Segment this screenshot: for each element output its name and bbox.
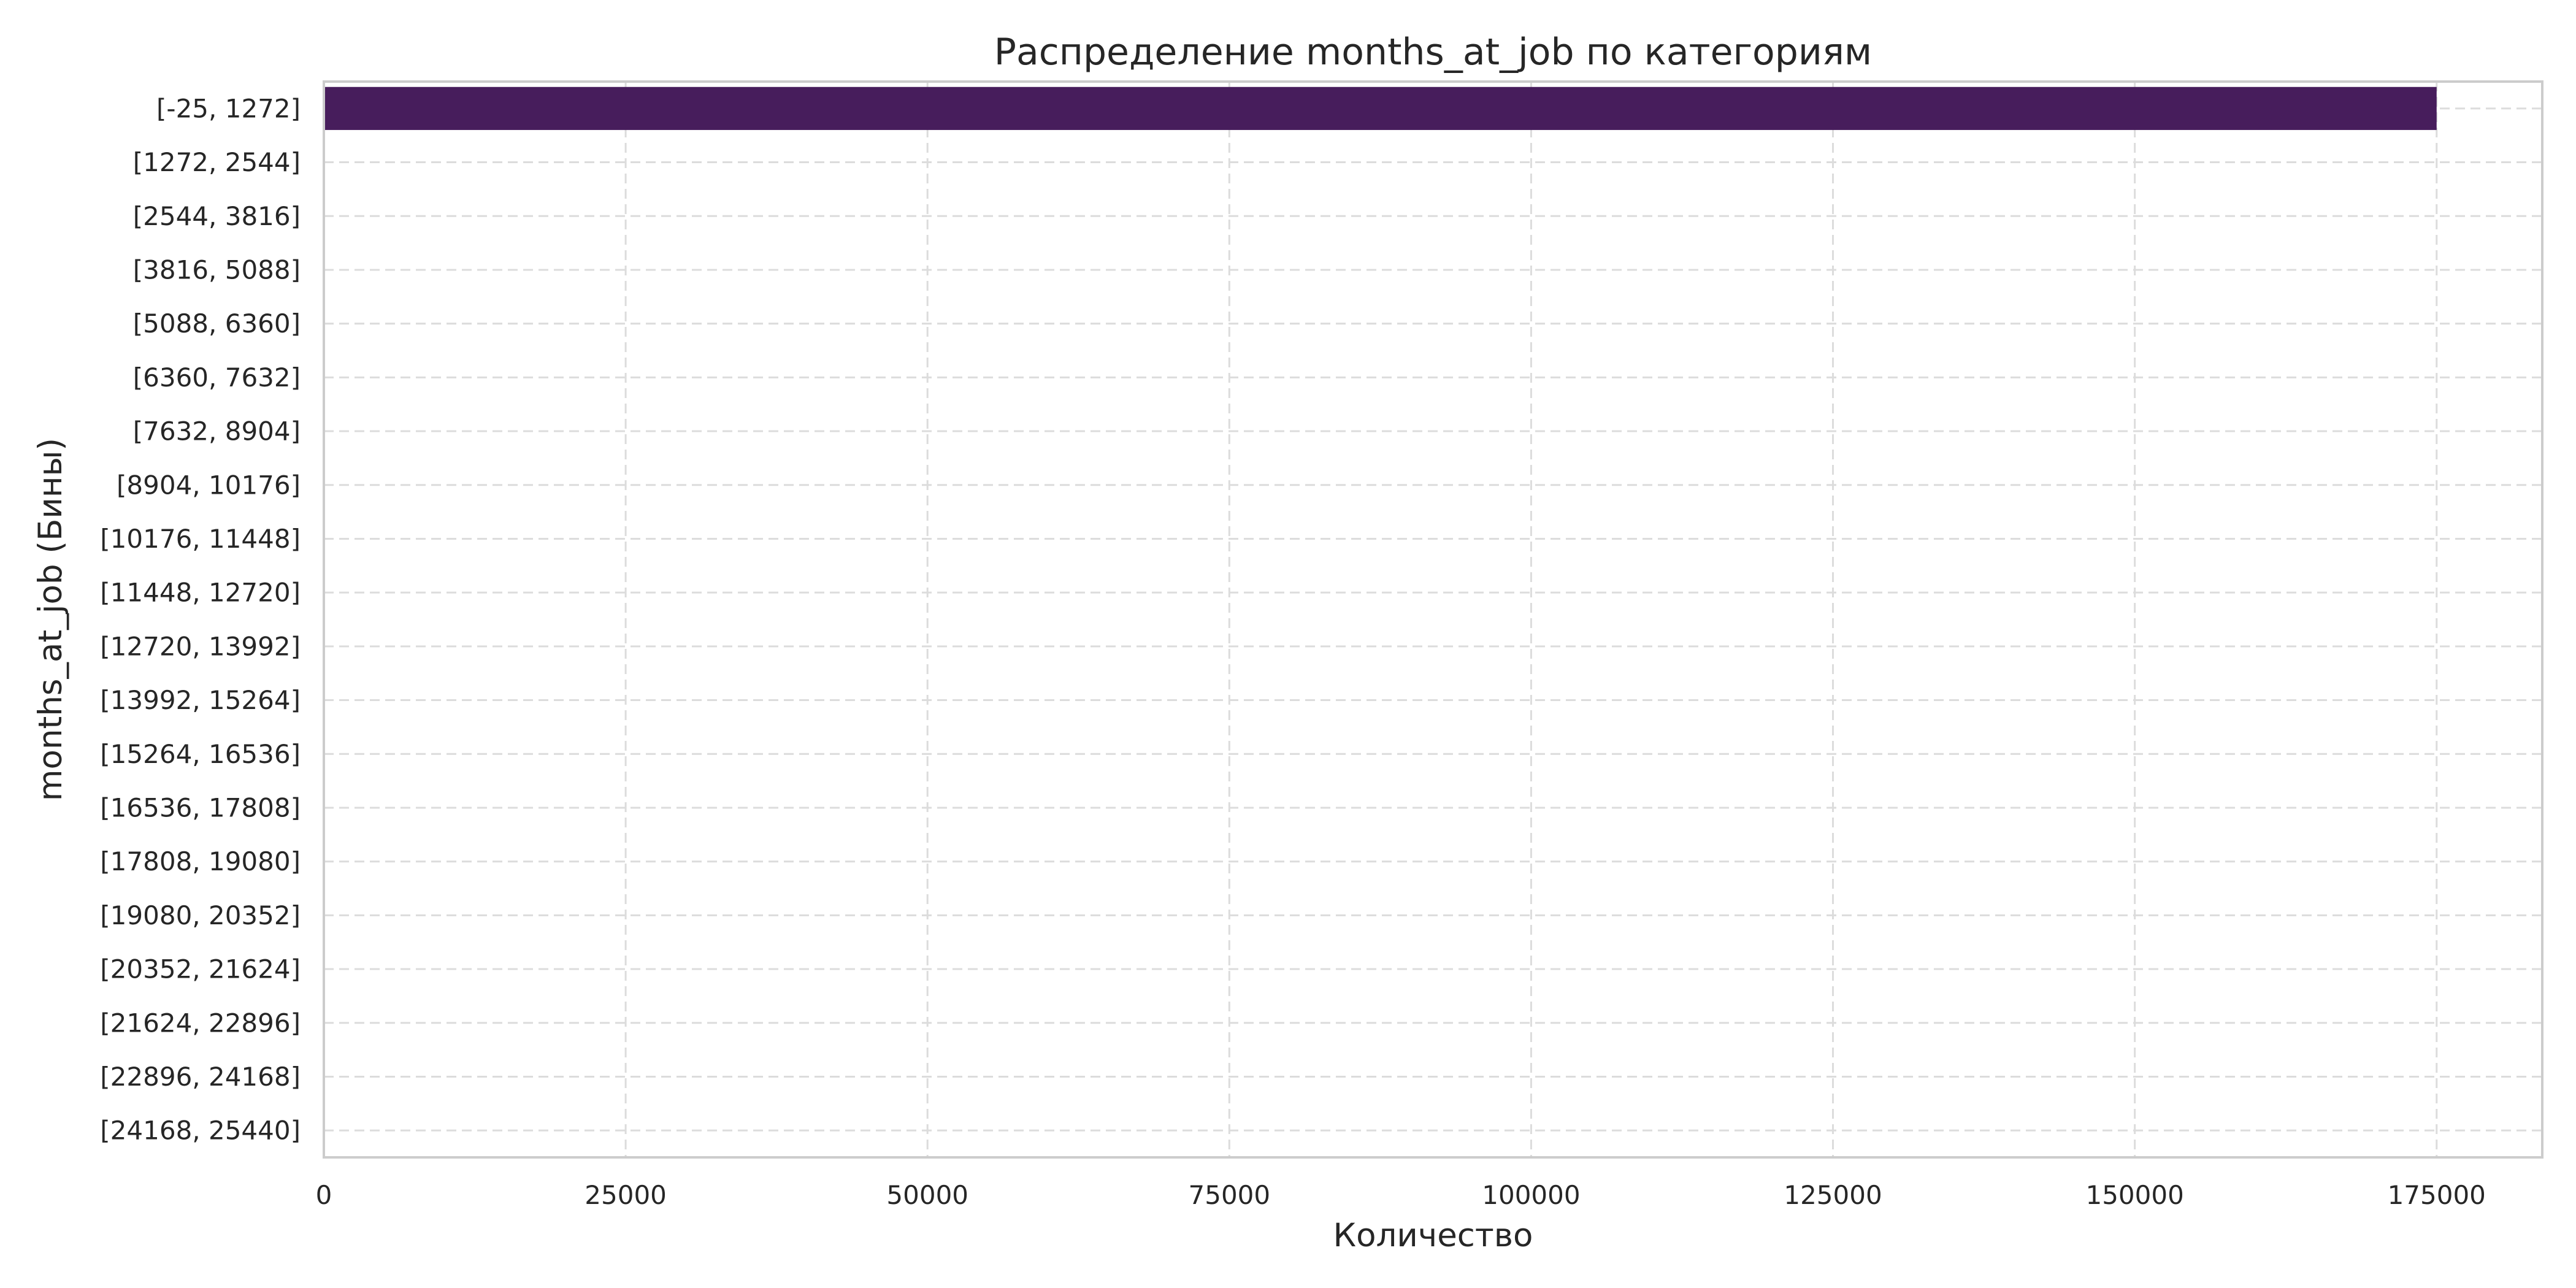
x-axis-label: Количество [1333, 1217, 1533, 1254]
y-tick-label: [13992, 15264] [100, 685, 301, 715]
y-tick-labels: [-25, 1272] [1272, 2544] [2544, 3816] [3816… [100, 93, 301, 1145]
x-tick-label: 125000 [1784, 1180, 1882, 1210]
y-tick-label: [12720, 13992] [100, 631, 301, 661]
y-tick-label: [19080, 20352] [100, 900, 301, 930]
plot-frame [323, 80, 2543, 1159]
y-tick-label: [2544, 3816] [133, 201, 301, 231]
x-tick-labels: 0 25000 50000 75000 100000 125000 150000 175000 [316, 1180, 2486, 1210]
x-tick-label: 100000 [1482, 1180, 1580, 1210]
y-tick-label: [16536, 17808] [100, 792, 301, 822]
y-tick-label: [22896, 24168] [100, 1062, 301, 1092]
x-tick-label: 25000 [585, 1180, 667, 1210]
x-tick-label: 75000 [1189, 1180, 1271, 1210]
y-tick-label: [1272, 2544] [133, 147, 301, 177]
grid-lines [323, 82, 2542, 1157]
y-tick-label: [6360, 7632] [133, 362, 301, 393]
y-tick-label: [10176, 11448] [100, 524, 301, 554]
y-tick-label: [21624, 22896] [100, 1008, 301, 1038]
y-tick-label: [20352, 21624] [100, 954, 301, 984]
bars [324, 86, 2437, 130]
chart-title: Распределение months_at_job по категория… [994, 31, 1872, 74]
bar [324, 86, 2437, 130]
y-tick-label: [8904, 10176] [117, 470, 301, 500]
y-tick-label: [17808, 19080] [100, 846, 301, 876]
x-tick-label: 175000 [2388, 1180, 2486, 1210]
y-tick-label: [15264, 16536] [100, 739, 301, 769]
x-tick-label: 50000 [886, 1180, 968, 1210]
x-tick-label: 150000 [2085, 1180, 2183, 1210]
y-tick-label: [24168, 25440] [100, 1116, 301, 1146]
x-tick-label: 0 [316, 1180, 332, 1210]
y-tick-label: [7632, 8904] [133, 416, 301, 447]
y-tick-label: [11448, 12720] [100, 578, 301, 608]
y-tick-label: [5088, 6360] [133, 309, 301, 339]
y-tick-label: [3816, 5088] [133, 255, 301, 285]
y-tick-label: [-25, 1272] [156, 93, 301, 123]
y-axis-label: months_at_job (Бины) [32, 438, 69, 801]
